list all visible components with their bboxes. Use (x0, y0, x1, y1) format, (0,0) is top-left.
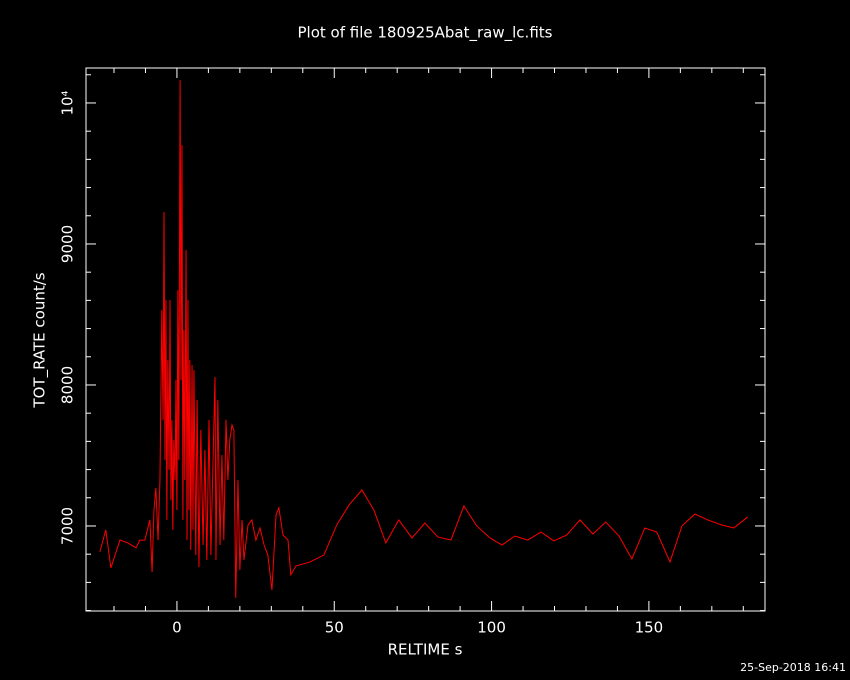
y-tick-label: 9000 (59, 225, 77, 263)
timestamp: 25-Sep-2018 16:41 (740, 661, 846, 674)
y-tick-label: 10⁴ (59, 90, 77, 115)
x-tick-label: 0 (172, 619, 182, 637)
chart-title: Plot of file 180925Abat_raw_lc.fits (298, 24, 553, 43)
y-tick-label: 7000 (59, 507, 77, 545)
x-tick-label: 100 (477, 619, 506, 637)
y-axis-label: TOT_RATE count/s (31, 272, 50, 408)
light-curve (99, 80, 749, 599)
plot-frame (85, 67, 766, 612)
x-tick-label: 50 (325, 619, 344, 637)
x-axis-label: RELTIME s (388, 641, 463, 659)
x-tick-label: 150 (635, 619, 664, 637)
y-tick-label: 8000 (59, 366, 77, 404)
